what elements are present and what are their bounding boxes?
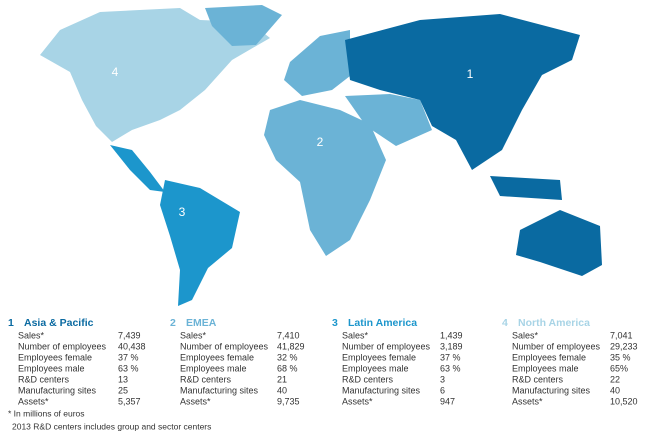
stat-label: Sales* [180, 330, 207, 340]
map-label: 3 [179, 205, 186, 219]
stat-value: 7,041 [610, 330, 633, 340]
stat-value: 41,829 [277, 341, 305, 351]
region-shape [110, 145, 165, 192]
stat-label: Number of employees [18, 341, 107, 351]
map-label: 2 [317, 135, 324, 149]
stat-value: 10,520 [610, 396, 638, 406]
region-name: Latin America [348, 317, 417, 329]
stat-label: Assets* [18, 396, 49, 406]
region-number: 2 [170, 317, 176, 329]
stat-value: 1,439 [440, 330, 463, 340]
stat-value: 3,189 [440, 341, 463, 351]
stat-value: 7,410 [277, 330, 300, 340]
stat-value: 35 % [610, 352, 631, 362]
stat-label: Assets* [512, 396, 543, 406]
stat-label: Sales* [342, 330, 369, 340]
stat-label: Manufacturing sites [18, 385, 97, 395]
map-label: 4 [112, 65, 119, 79]
stat-value: 40 [277, 385, 287, 395]
footnote: * In millions of euros [8, 408, 85, 418]
region-number: 1 [8, 317, 14, 329]
map-label: 1 [467, 67, 474, 81]
stat-value: 32 % [277, 352, 298, 362]
stat-value: 7,439 [118, 330, 141, 340]
stat-label: R&D centers [512, 374, 564, 384]
stat-value: 9,735 [277, 396, 300, 406]
stat-label: Manufacturing sites [512, 385, 591, 395]
region-shape [345, 14, 580, 170]
world-map [40, 5, 602, 306]
region-shape [345, 94, 432, 146]
stat-label: R&D centers [18, 374, 70, 384]
stat-label: R&D centers [342, 374, 394, 384]
stat-label: Number of employees [180, 341, 269, 351]
region-name: Asia & Pacific [24, 317, 94, 329]
stat-label: Employees female [512, 352, 586, 362]
region-number: 3 [332, 317, 338, 329]
stat-label: Employees female [342, 352, 416, 362]
region-shape [205, 5, 282, 46]
stat-value: 5,357 [118, 396, 141, 406]
stat-label: Manufacturing sites [180, 385, 259, 395]
stat-value: 37 % [440, 352, 461, 362]
stat-value: 22 [610, 374, 620, 384]
stat-label: Employees female [18, 352, 92, 362]
stat-value: 29,233 [610, 341, 638, 351]
region-number: 4 [502, 317, 508, 329]
stat-label: Sales* [512, 330, 539, 340]
region-shape [160, 180, 240, 306]
stat-value: 3 [440, 374, 445, 384]
stat-label: Number of employees [342, 341, 431, 351]
stat-label: Employees male [18, 363, 85, 373]
stat-label: Employees male [512, 363, 579, 373]
stat-value: 6 [440, 385, 445, 395]
region-shape [284, 30, 350, 96]
region-shape [40, 8, 270, 142]
region-shape [516, 210, 602, 276]
stat-label: Employees male [342, 363, 409, 373]
stat-value: 63 % [118, 363, 139, 373]
stat-label: Manufacturing sites [342, 385, 421, 395]
stat-label: Assets* [342, 396, 373, 406]
stat-value: 25 [118, 385, 128, 395]
stat-value: 37 % [118, 352, 139, 362]
stat-label: Employees male [180, 363, 247, 373]
stat-value: 68 % [277, 363, 298, 373]
stat-value: 21 [277, 374, 287, 384]
region-name: EMEA [186, 317, 217, 329]
stat-value: 63 % [440, 363, 461, 373]
region-shape [490, 176, 562, 200]
stat-label: R&D centers [180, 374, 232, 384]
stat-label: Number of employees [512, 341, 601, 351]
region-shape [264, 100, 386, 256]
stat-value: 40,438 [118, 341, 146, 351]
stat-value: 947 [440, 396, 455, 406]
stat-value: 40 [610, 385, 620, 395]
stat-label: Assets* [180, 396, 211, 406]
footnote: 2013 R&D centers includes group and sect… [12, 421, 211, 431]
stat-value: 13 [118, 374, 128, 384]
stat-label: Sales* [18, 330, 45, 340]
stat-label: Employees female [180, 352, 254, 362]
region-name: North America [518, 317, 590, 329]
stat-value: 65% [610, 363, 628, 373]
